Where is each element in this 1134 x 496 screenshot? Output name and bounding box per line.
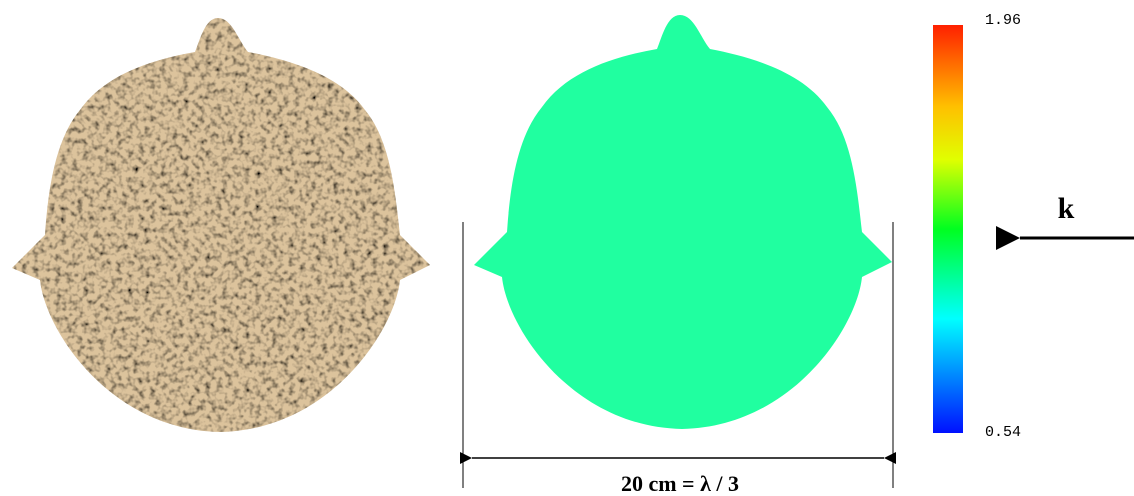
- head-field-core: [12, 15, 430, 429]
- head-field: [474, 15, 892, 429]
- colorbar-max: 1.96: [985, 12, 1021, 29]
- dim-label: 20 cm = λ / 3: [621, 471, 739, 496]
- colorbar: [933, 25, 963, 433]
- colorbar-min: 0.54: [985, 424, 1021, 441]
- wave-label: k: [1058, 192, 1075, 225]
- figure: 20 cm = λ / 3 1.96 0.54 k: [0, 0, 1134, 496]
